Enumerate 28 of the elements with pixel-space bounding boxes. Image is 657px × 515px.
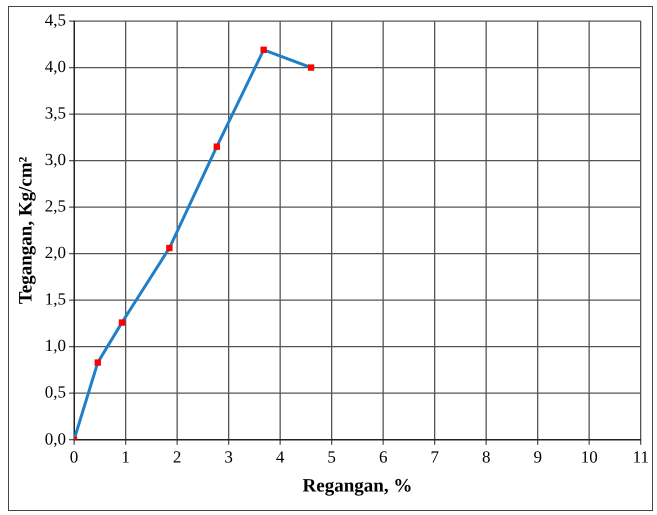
- y-tick-label: 3,5: [44, 104, 66, 123]
- x-tick-label: 9: [534, 447, 542, 466]
- point: [260, 46, 267, 54]
- y-tick-label: 0,0: [44, 429, 66, 448]
- point: [94, 359, 101, 366]
- y-tick-label: 1,5: [44, 290, 66, 309]
- y-tick-label: 0,5: [44, 382, 66, 402]
- x-tick-label: 6: [378, 447, 388, 466]
- y-tick-label: 3,0: [44, 150, 66, 170]
- x-axis-title: Regangan, %: [302, 476, 412, 497]
- y-tick-label: 4,5: [44, 10, 66, 30]
- y-tick-label: 2,5: [44, 196, 66, 216]
- y-tick-label: 2,0: [44, 243, 66, 262]
- x-tick-label: 0: [70, 447, 78, 466]
- point: [166, 244, 173, 252]
- x-tick-label: 8: [482, 447, 490, 466]
- y-tick-label: 4,0: [44, 57, 66, 76]
- x-tick-label: 11: [632, 447, 650, 466]
- x-tick-label: 4: [276, 447, 285, 466]
- point: [214, 143, 220, 150]
- y-tick-label: 1,0: [44, 336, 66, 356]
- x-tick-label: 5: [327, 447, 336, 466]
- x-tick-label: 10: [580, 447, 598, 466]
- x-tick-label: 7: [430, 447, 440, 466]
- y-axis-title: Tegangan, Kg/cm²: [15, 156, 36, 304]
- x-tick-label: 1: [121, 447, 130, 466]
- x-tick-label: 2: [172, 447, 182, 466]
- x-tick-label: 3: [224, 447, 233, 466]
